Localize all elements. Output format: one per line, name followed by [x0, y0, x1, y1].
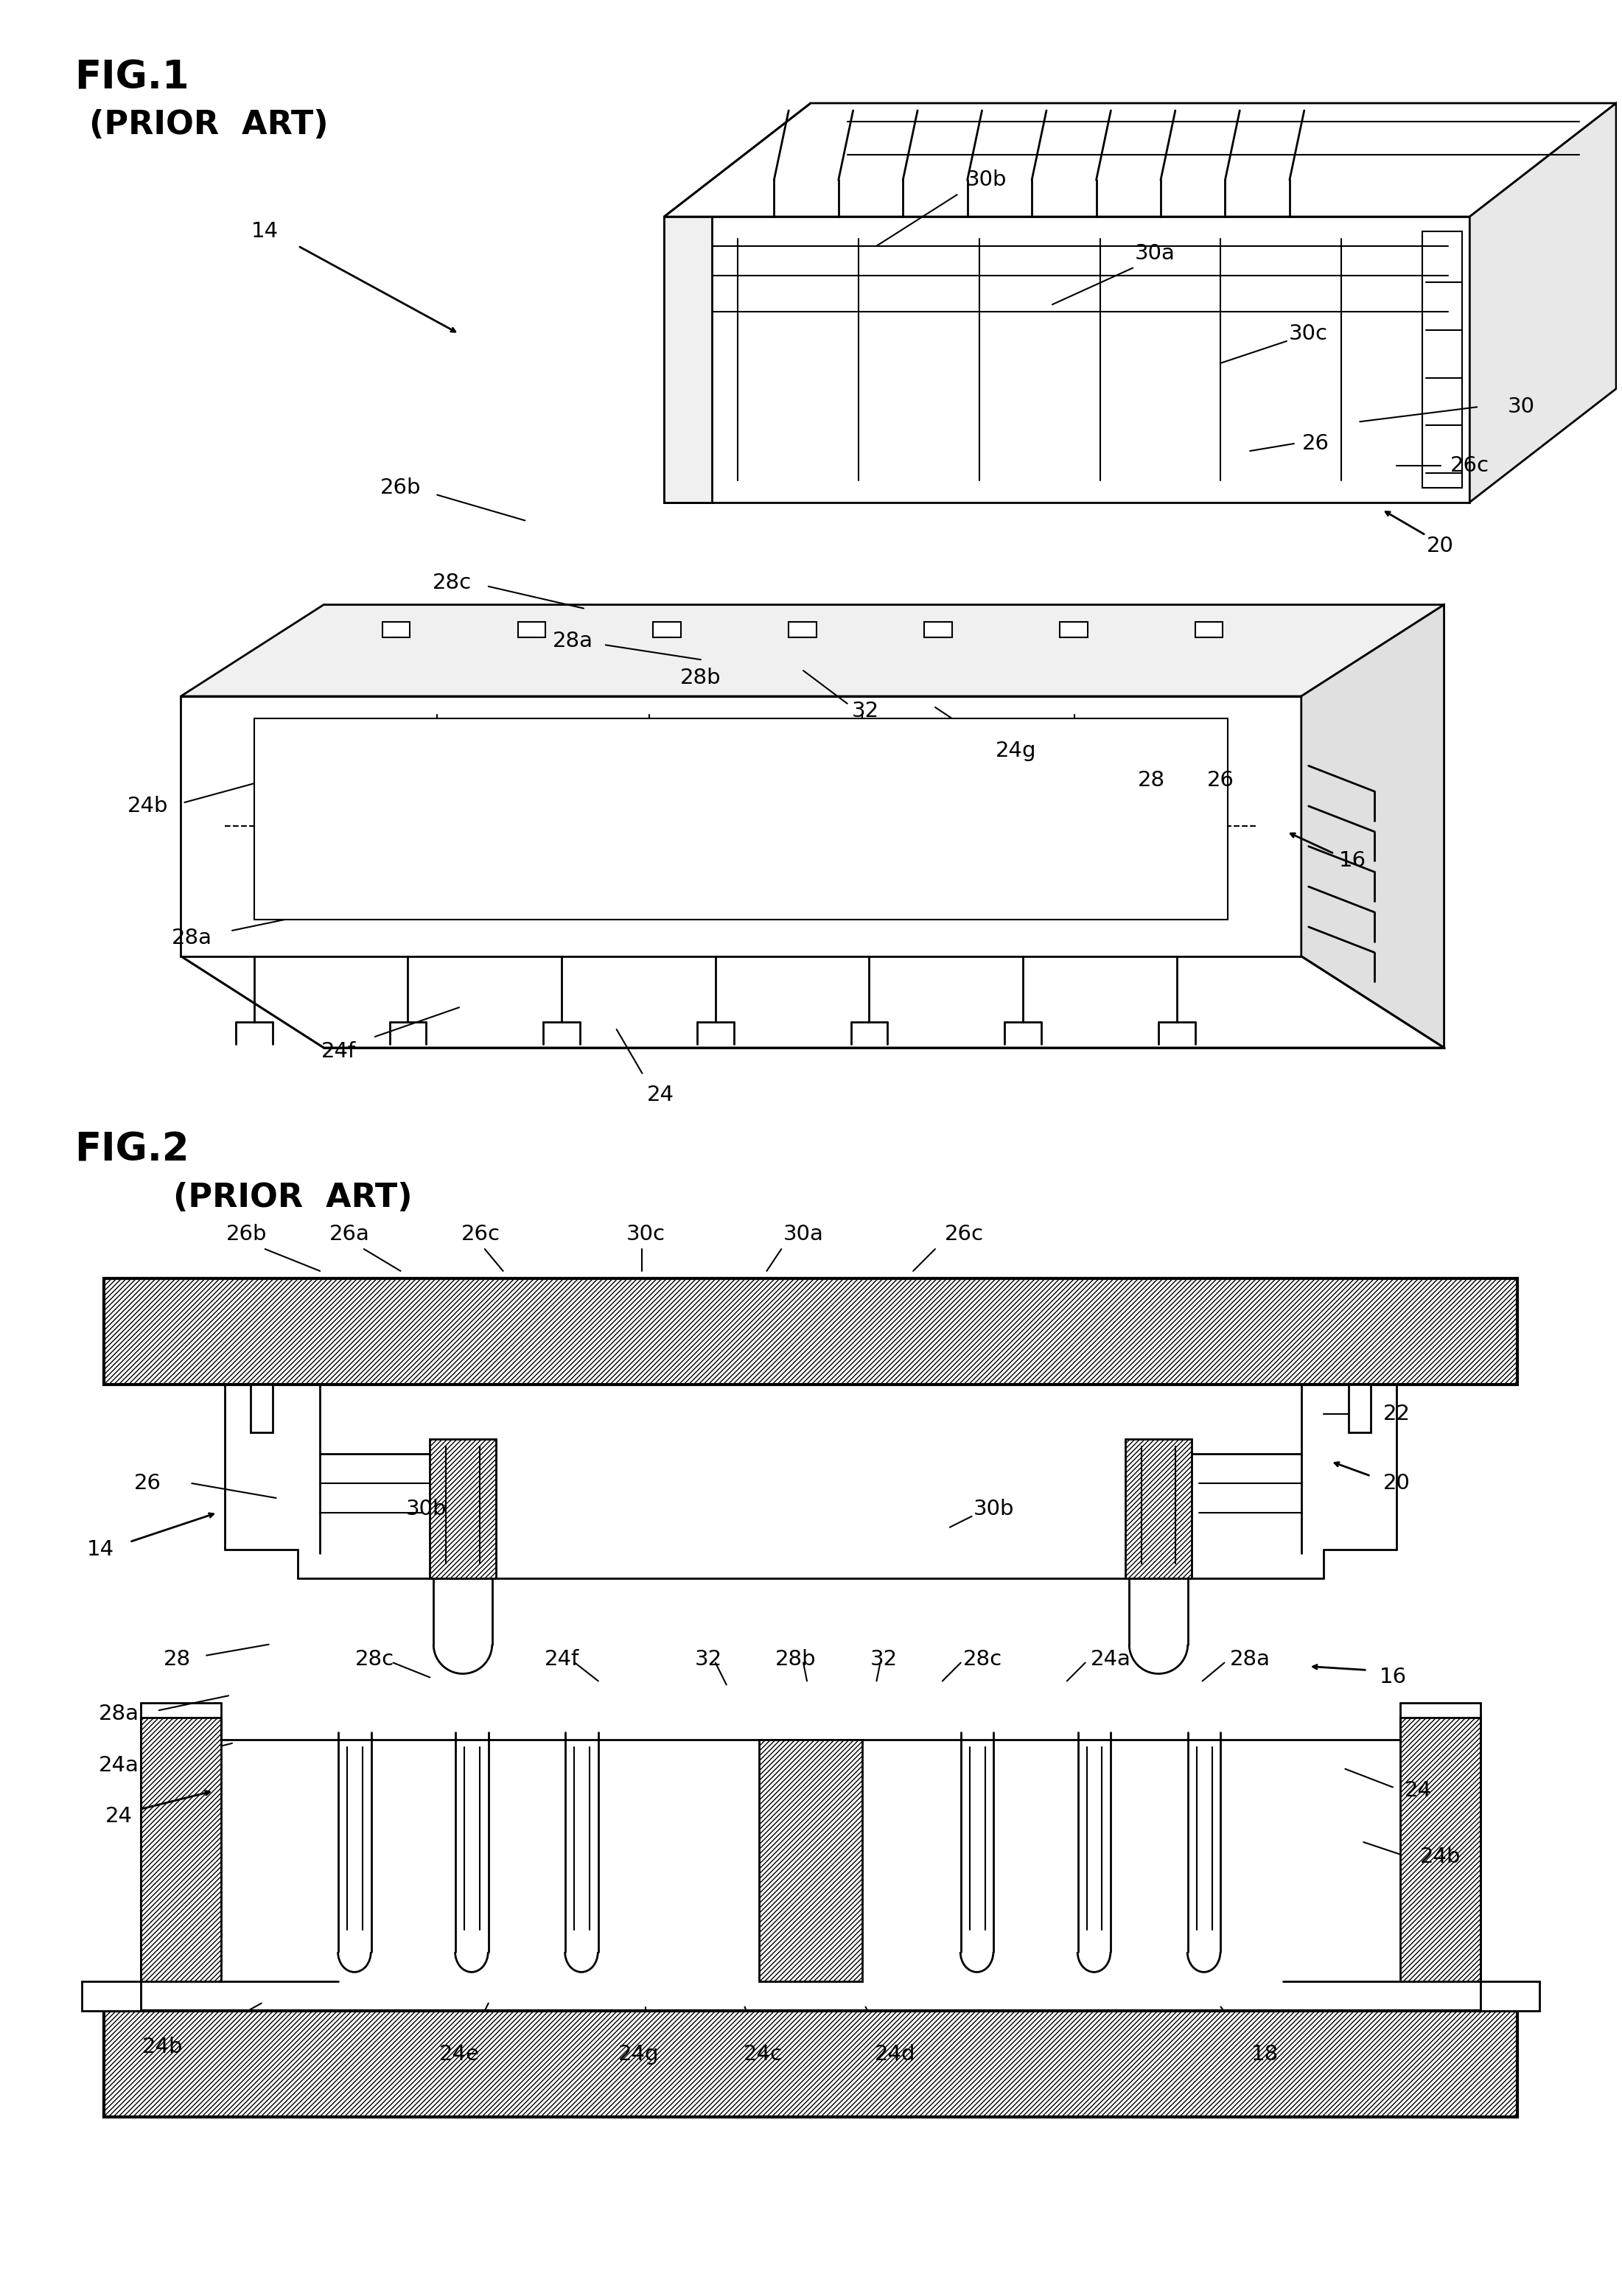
Polygon shape — [182, 955, 1444, 1047]
Text: 26: 26 — [1302, 434, 1330, 455]
Text: 24b: 24b — [1419, 1846, 1461, 1867]
Text: 32: 32 — [869, 1649, 897, 1669]
Bar — [1074, 866, 1101, 893]
Text: 18: 18 — [1251, 2043, 1278, 2064]
Bar — [1126, 1440, 1192, 1580]
Text: 28c: 28c — [431, 572, 472, 592]
Text: 32: 32 — [852, 700, 879, 721]
Text: 24a: 24a — [1090, 1649, 1131, 1669]
Bar — [104, 1279, 1517, 1384]
Text: 30b: 30b — [973, 1499, 1014, 1520]
Polygon shape — [1350, 1384, 1371, 1433]
Text: 28a: 28a — [99, 1704, 139, 1724]
Text: 26a: 26a — [329, 1224, 370, 1244]
Text: 30b: 30b — [406, 1499, 446, 1520]
Bar — [383, 622, 410, 638]
Text: 26: 26 — [1207, 769, 1234, 790]
Text: 24c: 24c — [743, 2043, 782, 2064]
Text: 26b: 26b — [227, 1224, 268, 1244]
Text: 24g: 24g — [618, 2043, 659, 2064]
Text: 14: 14 — [86, 1538, 114, 1559]
Bar — [141, 1717, 221, 1981]
Text: 16: 16 — [1338, 850, 1366, 870]
Text: 24f: 24f — [545, 1649, 579, 1669]
Text: 24g: 24g — [996, 742, 1036, 762]
Polygon shape — [182, 696, 1301, 955]
Bar — [925, 622, 952, 638]
Text: 30a: 30a — [783, 1224, 824, 1244]
Text: 28c: 28c — [355, 1649, 394, 1669]
Text: 24: 24 — [1405, 1782, 1432, 1800]
Text: 24: 24 — [105, 1807, 133, 1828]
Polygon shape — [663, 103, 1616, 216]
Text: 28b: 28b — [680, 668, 722, 689]
Bar — [104, 2011, 1517, 2117]
Bar — [759, 1740, 861, 1981]
Bar — [298, 866, 326, 893]
Text: 28a: 28a — [553, 631, 594, 652]
Text: 30b: 30b — [967, 170, 1007, 191]
Text: 20: 20 — [1427, 535, 1453, 556]
Text: 26c: 26c — [462, 1224, 501, 1244]
Text: 28: 28 — [164, 1649, 191, 1669]
Text: 30c: 30c — [1289, 324, 1328, 344]
Bar — [663, 216, 712, 503]
Text: 26b: 26b — [380, 478, 422, 498]
Text: 28a: 28a — [172, 928, 212, 948]
Text: 32: 32 — [694, 1649, 722, 1669]
Bar — [1422, 232, 1463, 487]
Text: 26: 26 — [135, 1474, 162, 1495]
Text: 24: 24 — [647, 1086, 675, 1107]
Bar — [491, 866, 521, 893]
Polygon shape — [663, 216, 1470, 503]
Text: 28a: 28a — [1229, 1649, 1270, 1669]
Bar — [517, 622, 545, 638]
Text: 26c: 26c — [1450, 455, 1489, 475]
Text: FIG.1: FIG.1 — [75, 57, 190, 96]
Bar — [1195, 622, 1223, 638]
Bar — [788, 622, 816, 638]
Bar — [686, 866, 714, 893]
Text: 24e: 24e — [440, 2043, 480, 2064]
Text: 28b: 28b — [775, 1649, 816, 1669]
Polygon shape — [1301, 604, 1444, 1047]
Text: 30a: 30a — [1135, 243, 1174, 264]
Bar — [1400, 1717, 1481, 1981]
Bar — [881, 866, 908, 893]
Bar — [83, 1981, 141, 2011]
Polygon shape — [1470, 103, 1616, 503]
Text: 30c: 30c — [626, 1224, 665, 1244]
Bar — [654, 622, 681, 638]
Text: (PRIOR  ART): (PRIOR ART) — [89, 110, 329, 140]
Text: 30: 30 — [1507, 397, 1534, 418]
Text: 28: 28 — [1137, 769, 1165, 790]
Text: 24f: 24f — [321, 1040, 355, 1061]
Text: 24b: 24b — [143, 2037, 183, 2057]
Text: 22: 22 — [1384, 1403, 1410, 1424]
Text: FIG.2: FIG.2 — [75, 1132, 190, 1169]
Bar — [430, 1440, 496, 1580]
Text: (PRIOR  ART): (PRIOR ART) — [174, 1182, 412, 1215]
Text: 24b: 24b — [128, 797, 169, 817]
Text: 26c: 26c — [946, 1224, 985, 1244]
Text: 28c: 28c — [963, 1649, 1002, 1669]
Polygon shape — [182, 604, 1444, 696]
Text: 20: 20 — [1384, 1474, 1410, 1495]
Text: 14: 14 — [251, 220, 279, 241]
Text: 16: 16 — [1379, 1667, 1406, 1688]
Text: 24d: 24d — [874, 2043, 915, 2064]
Polygon shape — [250, 1384, 272, 1433]
Bar — [1059, 622, 1087, 638]
Bar — [255, 719, 1228, 921]
Text: 24a: 24a — [99, 1754, 139, 1775]
Bar — [1481, 1981, 1539, 2011]
